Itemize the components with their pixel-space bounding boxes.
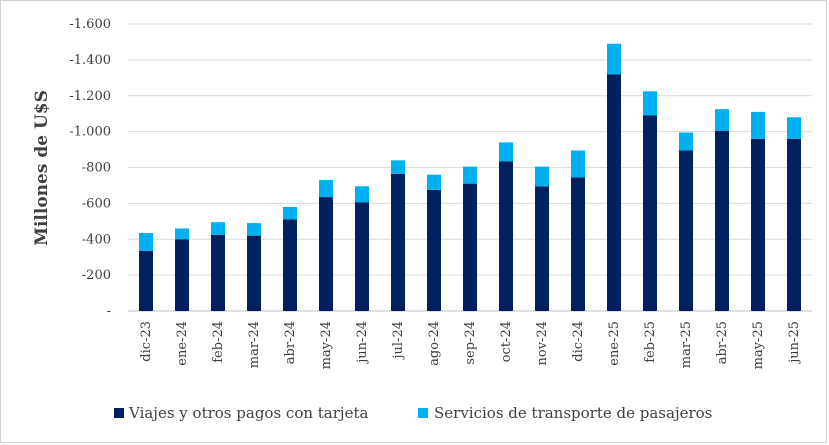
bar-segment-servicios-ago-24 bbox=[427, 174, 441, 190]
bar-segment-servicios-oct-24 bbox=[499, 142, 513, 162]
bar-segment-servicios-mar-24 bbox=[247, 223, 261, 236]
x-tick-label: dic-23 bbox=[139, 321, 154, 362]
bar-segment-servicios-may-24 bbox=[319, 180, 333, 198]
bar-segment-viajes-jun-25 bbox=[787, 138, 801, 311]
legend-swatch-viajes bbox=[114, 408, 124, 418]
y-tick-label: - bbox=[107, 304, 111, 319]
bar-segment-servicios-ene-24 bbox=[175, 228, 189, 240]
y-tick-label: -1.600 bbox=[69, 17, 111, 32]
bar-segment-viajes-mar-24 bbox=[247, 235, 261, 311]
x-tick-label: may-24 bbox=[319, 321, 334, 369]
bar-segment-viajes-feb-25 bbox=[643, 115, 657, 311]
x-tick-label: sep-24 bbox=[463, 321, 478, 365]
bar-segment-viajes-abr-25 bbox=[715, 130, 729, 311]
x-tick-label: feb-24 bbox=[211, 321, 226, 363]
bar-segment-viajes-oct-24 bbox=[499, 161, 513, 311]
x-tick-label: feb-25 bbox=[643, 321, 658, 363]
legend: Viajes y otros pagos con tarjeta Servici… bbox=[114, 404, 712, 422]
bar-segment-viajes-nov-24 bbox=[535, 186, 549, 311]
x-tick-label: oct-24 bbox=[499, 321, 514, 362]
bar-segment-viajes-dic-23 bbox=[139, 250, 153, 311]
bar-segment-servicios-abr-24 bbox=[283, 206, 297, 220]
bar-segment-servicios-feb-25 bbox=[643, 91, 657, 116]
bar-segment-servicios-dic-24 bbox=[571, 150, 585, 178]
x-tick-label: mar-24 bbox=[247, 321, 262, 368]
bar-segment-servicios-jun-25 bbox=[787, 117, 801, 139]
gridlines bbox=[128, 23, 812, 312]
bar-segment-viajes-jun-24 bbox=[355, 202, 369, 311]
x-tick-label: ago-24 bbox=[427, 321, 442, 366]
bar-segment-viajes-may-25 bbox=[751, 138, 765, 311]
legend-swatch-servicios bbox=[418, 408, 428, 418]
y-tick-label: -800 bbox=[82, 161, 111, 176]
bar-segment-viajes-ago-24 bbox=[427, 189, 441, 311]
bar-segment-viajes-dic-24 bbox=[571, 177, 585, 311]
x-tick-label: jun-24 bbox=[355, 321, 370, 365]
x-tick-label: dic-24 bbox=[571, 321, 586, 362]
legend-label-servicios: Servicios de transporte de pasajeros bbox=[434, 404, 712, 422]
x-tick-label: ene-24 bbox=[175, 321, 190, 366]
x-tick-label: mar-25 bbox=[679, 321, 694, 368]
bar-segment-servicios-jul-24 bbox=[391, 160, 405, 174]
x-tick-labels: dic-23 ene-24 feb-24 mar-24 abr-24 may-24 jun-… bbox=[139, 321, 802, 369]
x-tick-label: abr-25 bbox=[715, 321, 730, 364]
y-tick-label: -1.200 bbox=[69, 89, 111, 104]
y-tick-label: -200 bbox=[82, 268, 111, 283]
bar-segment-servicios-mar-25 bbox=[679, 132, 693, 151]
bar-segment-viajes-ene-24 bbox=[175, 239, 189, 311]
bar-segment-servicios-may-25 bbox=[751, 111, 765, 139]
bars bbox=[139, 43, 801, 311]
x-tick-label: jul-24 bbox=[391, 321, 406, 361]
bar-segment-servicios-sep-24 bbox=[463, 166, 477, 184]
bar-segment-viajes-mar-25 bbox=[679, 150, 693, 311]
x-tick-label: may-25 bbox=[751, 321, 766, 369]
bar-segment-viajes-jul-24 bbox=[391, 173, 405, 311]
x-tick-label: nov-24 bbox=[535, 321, 550, 365]
y-tick-label: -1.400 bbox=[69, 53, 111, 68]
y-tick-label: -1.000 bbox=[69, 125, 111, 140]
y-tick-labels: - -200 -400 -600 -800 -1.000 -1.200 -1.400 -1.60… bbox=[69, 17, 111, 319]
x-tick-label: jun-25 bbox=[787, 321, 802, 365]
bar-segment-servicios-feb-24 bbox=[211, 222, 225, 235]
y-tick-label: -400 bbox=[82, 232, 111, 247]
bar-segment-servicios-ene-25 bbox=[607, 43, 621, 75]
y-axis-label: Millones de U$S bbox=[32, 90, 52, 246]
bar-segment-servicios-dic-23 bbox=[139, 232, 153, 251]
bar-segment-viajes-sep-24 bbox=[463, 183, 477, 311]
bar-segment-servicios-jun-24 bbox=[355, 186, 369, 203]
bar-segment-viajes-may-24 bbox=[319, 197, 333, 311]
bar-segment-viajes-abr-24 bbox=[283, 219, 297, 311]
bar-segment-viajes-feb-24 bbox=[211, 234, 225, 311]
bar-segment-servicios-nov-24 bbox=[535, 166, 549, 187]
bar-segment-viajes-ene-25 bbox=[607, 74, 621, 311]
legend-label-viajes: Viajes y otros pagos con tarjeta bbox=[128, 404, 368, 422]
x-tick-label: abr-24 bbox=[283, 321, 298, 364]
x-tick-label: ene-25 bbox=[607, 321, 622, 366]
bar-segment-servicios-abr-25 bbox=[715, 109, 729, 131]
y-tick-label: -600 bbox=[82, 196, 111, 211]
